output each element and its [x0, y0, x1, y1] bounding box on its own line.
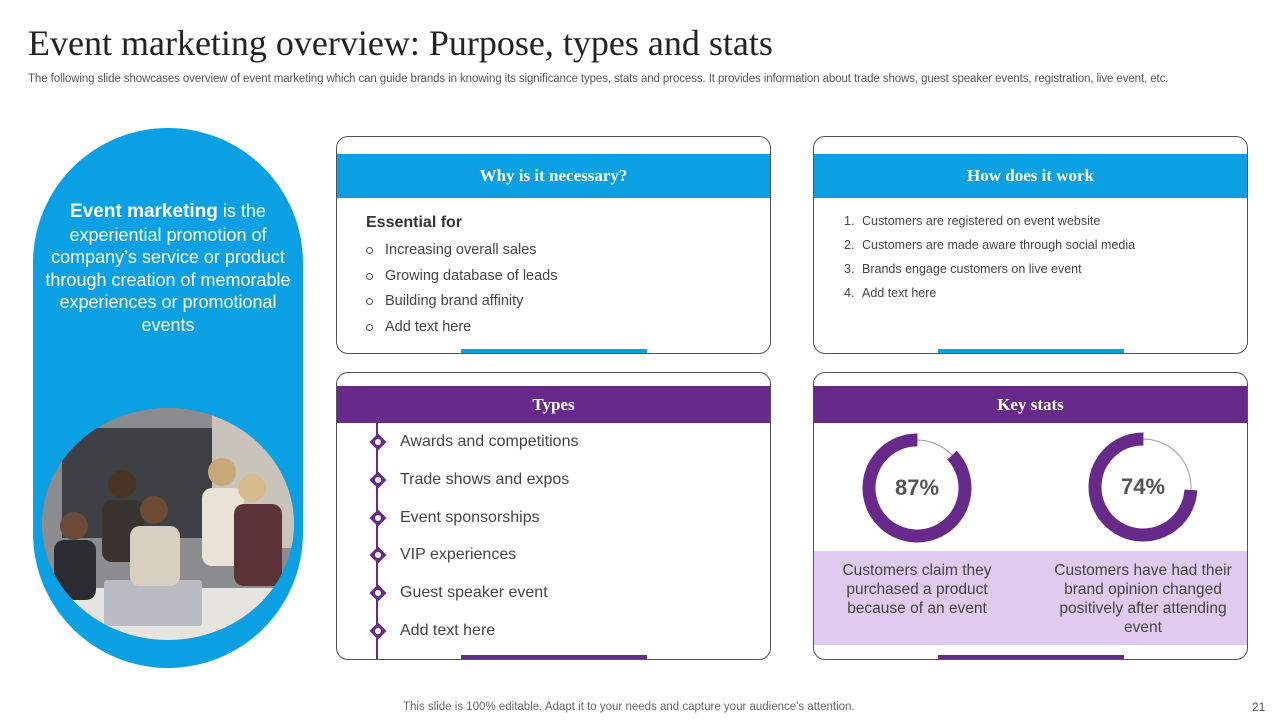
stats-heading: Key stats	[814, 386, 1247, 423]
circle-bullet-icon	[366, 272, 373, 280]
why-heading: Why is it necessary?	[337, 154, 770, 198]
accent-bar	[938, 349, 1124, 353]
how-list: 1. Customers are registered on event webs…	[844, 212, 1135, 308]
diamond-marker-icon	[369, 509, 387, 527]
stat-description: Customers claim they purchased a product…	[842, 562, 992, 617]
accent-bar	[461, 349, 647, 353]
list-item: 2. Customers are made aware through socia…	[844, 238, 1136, 252]
accent-bar	[938, 655, 1124, 659]
how-heading: How does it work	[814, 154, 1247, 198]
slide-subtitle: The following slide showcases overview o…	[28, 73, 1169, 85]
diamond-marker-icon	[369, 546, 387, 564]
list-item: 3. Brands engage customers on live event	[844, 262, 1082, 276]
stat-description-band: Customers claim they purchased a product…	[814, 551, 1247, 645]
stats-card: Key stats 87% 74% Customers claim they p…	[813, 372, 1248, 660]
accent-bar	[461, 655, 647, 659]
definition-text: Event marketing is the experiential prom…	[39, 200, 297, 336]
team-photo	[42, 408, 294, 640]
definition-term: Event marketing	[70, 201, 218, 222]
diamond-marker-icon	[369, 471, 387, 489]
definition-panel: Event marketing is the experiential prom…	[33, 128, 303, 668]
list-item: 4. Add text here	[844, 286, 937, 300]
stat-donut-1: 87%	[862, 433, 972, 543]
why-subheading: Essential for	[366, 214, 463, 231]
donut-arc	[1088, 432, 1198, 542]
slide-title: Event marketing overview: Purpose, types…	[28, 23, 773, 63]
why-card: Why is it necessary? Essential for Incre…	[336, 136, 771, 354]
stat-donut-2: 74%	[1088, 432, 1198, 542]
slide-footer: This slide is 100% editable. Adapt it to…	[403, 701, 855, 713]
types-card: Types Awards and competitions Trade show…	[336, 372, 771, 660]
page-number: 21	[1252, 700, 1266, 714]
list-item: Increasing overall sales	[366, 240, 558, 266]
stat-percent: 74%	[1120, 474, 1166, 499]
list-item: Building brand affinity	[366, 291, 558, 317]
circle-bullet-icon	[366, 247, 373, 254]
definition-body: is the experiential promotion of company…	[45, 201, 291, 335]
diamond-marker-icon	[369, 622, 387, 640]
list-item: Growing database of leads	[366, 266, 558, 292]
how-card: How does it work 1. Customers are registe…	[813, 136, 1248, 354]
types-heading: Types	[337, 386, 770, 423]
circle-bullet-icon	[366, 324, 373, 332]
timeline-line	[376, 423, 378, 659]
diamond-marker-icon	[369, 433, 387, 451]
list-item: Add text here	[366, 317, 558, 343]
stat-percent: 87%	[894, 475, 940, 500]
stat-description: Customers have had their brand opinion c…	[1054, 562, 1232, 636]
diamond-marker-icon	[369, 584, 387, 602]
why-list: Increasing overall sales Growing databas…	[366, 240, 558, 343]
list-item: 1. Customers are registered on event webs…	[844, 214, 1101, 228]
circle-bullet-icon	[366, 298, 373, 306]
